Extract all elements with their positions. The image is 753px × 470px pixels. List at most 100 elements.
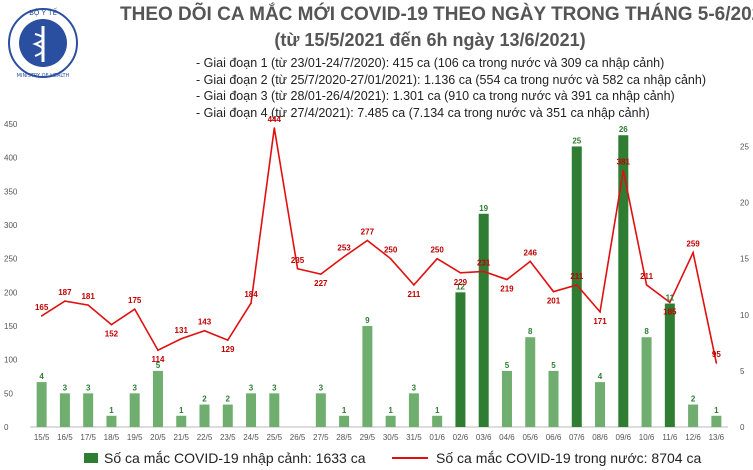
import-cases-bar	[408, 393, 419, 427]
import-cases-bar	[59, 393, 70, 427]
import-cases-data-label: 3	[272, 383, 277, 392]
right-axis-tick-label: 15	[740, 255, 749, 264]
import-cases-bar	[618, 135, 629, 427]
domestic-cases-point	[552, 290, 555, 293]
import-cases-bar	[106, 415, 117, 427]
domestic-cases-point	[226, 339, 229, 341]
line-layer	[40, 127, 718, 364]
x-axis-tick-label: 28/5	[336, 433, 352, 442]
x-axis-tick-label: 09/6	[616, 433, 632, 442]
domestic-cases-point	[320, 273, 322, 275]
import-cases-data-label: 1	[109, 406, 114, 415]
domestic-cases-data-label: 211	[407, 290, 420, 299]
domestic-cases-data-label: 211	[570, 272, 583, 281]
domestic-cases-data-label: 131	[175, 326, 189, 335]
svg-text:MINISTRY OF HEALTH: MINISTRY OF HEALTH	[17, 73, 70, 79]
import-cases-bar	[36, 382, 47, 427]
legend-bar-entry: Số ca mắc COVID-19 nhập cảnh: 1633 ca	[84, 450, 365, 466]
x-axis-tick-label: 07/6	[569, 433, 585, 442]
import-cases-data-label: 3	[132, 383, 137, 392]
domestic-cases-data-label: 235	[291, 256, 305, 265]
domestic-cases-point	[529, 260, 532, 263]
domestic-cases-point	[692, 251, 694, 254]
domestic-cases-data-label: 231	[477, 258, 491, 267]
domestic-cases-data-label: 181	[81, 292, 95, 301]
ministry-of-health-logo: BỘ Y TẾ MINISTRY OF HEALTH	[8, 7, 78, 79]
import-cases-bar	[152, 370, 163, 427]
x-axis-tick-label: 20/5	[150, 433, 166, 442]
left-axis-tick-label: 100	[4, 356, 18, 365]
x-axis-tick-label: 31/5	[406, 433, 422, 442]
phase-2-summary: Giai đoạn 2 (từ 25/7/2020-27/01/2021): 1…	[196, 72, 706, 89]
domestic-cases-point	[133, 308, 136, 310]
domestic-cases-data-label: 219	[500, 285, 514, 294]
domestic-cases-point	[506, 278, 508, 281]
import-cases-data-label: 1	[714, 406, 719, 415]
domestic-cases-point	[389, 257, 392, 260]
domestic-cases-point	[250, 302, 252, 304]
domestic-cases-data-label: 277	[361, 227, 375, 236]
domestic-cases-data-label: 114	[152, 355, 165, 364]
domestic-cases-point	[64, 300, 66, 302]
import-cases-bar	[83, 393, 94, 427]
x-axis-tick-label: 10/6	[639, 433, 655, 442]
domestic-cases-point	[459, 272, 462, 274]
domestic-cases-data-label: 152	[105, 330, 119, 339]
domestic-cases-data-label: 171	[593, 317, 607, 326]
domestic-cases-data-label: 165	[35, 303, 49, 312]
domestic-cases-data-label: 184	[244, 290, 258, 299]
import-cases-data-label: 3	[319, 383, 324, 392]
x-axis-tick-label: 30/5	[383, 433, 399, 442]
import-cases-bar	[525, 337, 536, 427]
domestic-cases-data-label: 187	[58, 288, 72, 297]
chart-title: THEO DÕI CA MẮC MỚI COVID-19 THEO NGÀY T…	[120, 4, 753, 25]
domestic-cases-point	[715, 362, 718, 364]
domestic-cases-point	[203, 329, 206, 332]
legend-line-entry: Số ca mắc COVID-19 trong nước: 8704 ca	[392, 450, 701, 466]
domestic-cases-point	[296, 267, 299, 270]
x-axis-tick-label: 29/5	[360, 433, 376, 442]
import-cases-bar	[362, 326, 373, 427]
import-cases-data-label: 3	[249, 383, 254, 392]
x-axis-tick-label: 06/6	[546, 433, 562, 442]
phase-4-summary: Giai đoạn 4 (từ 27/4/2021): 7.485 ca (7.…	[196, 105, 706, 122]
import-cases-bar	[571, 146, 582, 427]
domestic-cases-data-label: 185	[663, 307, 677, 316]
import-cases-data-label: 2	[691, 395, 696, 404]
x-axis-tick-label: 03/6	[476, 433, 492, 442]
domestic-cases-point	[110, 323, 113, 326]
import-cases-bar	[501, 370, 512, 427]
import-cases-bar	[222, 404, 233, 427]
domestic-cases-point	[343, 255, 345, 258]
left-axis-tick-label: 400	[4, 154, 18, 163]
right-axis-tick-label: 25	[740, 142, 749, 151]
domestic-cases-point	[40, 315, 43, 317]
phase-1-summary: Giai đoạn 1 (từ 23/01-24/7/2020): 415 ca…	[196, 55, 706, 72]
import-cases-data-label: 3	[63, 383, 68, 392]
x-axis-tick-label: 17/5	[80, 433, 96, 442]
domestic-cases-data-label: 211	[640, 272, 653, 281]
import-cases-data-label: 3	[86, 383, 91, 392]
legend-line-swatch-icon	[392, 457, 428, 459]
left-axis-tick-label: 0	[4, 423, 9, 432]
import-cases-bar	[176, 415, 187, 427]
x-axis-tick-label: 15/5	[34, 433, 50, 442]
domestic-cases-data-label: 95	[712, 350, 721, 359]
import-cases-bar	[664, 303, 675, 427]
import-cases-data-label: 2	[226, 395, 231, 404]
import-cases-bar	[478, 213, 489, 427]
domestic-cases-data-label: 227	[314, 279, 328, 288]
x-axis-tick-label: 12/6	[685, 433, 701, 442]
domestic-cases-point	[157, 349, 159, 352]
import-cases-bar	[455, 292, 466, 427]
x-axis-tick-label: 19/5	[127, 433, 143, 442]
domestic-cases-data-label: 250	[430, 246, 444, 255]
legend-bar-label: Số ca mắc COVID-19 nhập cảnh: 1633 ca	[104, 450, 366, 466]
import-cases-data-label: 4	[39, 372, 44, 381]
import-cases-bar	[711, 415, 722, 427]
domestic-cases-point	[645, 284, 648, 286]
import-cases-data-label: 12	[456, 282, 465, 291]
right-axis-tick-label: 10	[740, 311, 749, 320]
import-cases-data-label: 1	[435, 406, 440, 415]
